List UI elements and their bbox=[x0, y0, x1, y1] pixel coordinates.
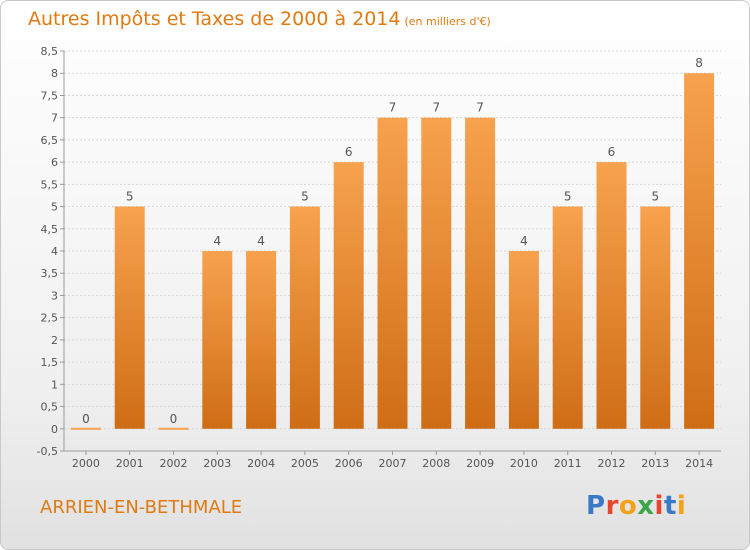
y-tick-label: 5,5 bbox=[41, 178, 59, 191]
data-label: 4 bbox=[520, 234, 528, 248]
y-tick-label: 7 bbox=[51, 112, 58, 125]
logo-letter: i bbox=[676, 491, 687, 521]
x-tick-label: 2001 bbox=[116, 457, 144, 470]
data-label: 5 bbox=[126, 190, 134, 204]
y-tick-label: 1,5 bbox=[41, 356, 59, 369]
x-tick-label: 2004 bbox=[247, 457, 275, 470]
x-tick-label: 2003 bbox=[203, 457, 231, 470]
x-tick-label: 2006 bbox=[335, 457, 363, 470]
bar bbox=[508, 251, 539, 429]
bar bbox=[114, 206, 145, 429]
logo-letter: i bbox=[654, 491, 664, 521]
x-tick-label: 2011 bbox=[554, 457, 582, 470]
data-label: 6 bbox=[608, 145, 616, 159]
chart-title: Autres Impôts et Taxes de 2000 à 2014 (en… bbox=[28, 8, 491, 30]
y-tick-label: 8 bbox=[51, 67, 58, 80]
y-tick-label: -0,5 bbox=[37, 445, 58, 458]
bar bbox=[552, 206, 583, 429]
x-tick-label: 2009 bbox=[466, 457, 494, 470]
y-tick-label: 6,5 bbox=[41, 134, 59, 147]
y-tick-label: 4,5 bbox=[41, 223, 59, 236]
bar bbox=[202, 251, 233, 429]
proxiti-logo: Proxiti bbox=[586, 491, 686, 521]
bar bbox=[246, 251, 277, 429]
y-tick-label: 8,5 bbox=[41, 45, 59, 58]
data-label: 7 bbox=[389, 101, 397, 115]
y-tick-label: 7,5 bbox=[41, 89, 59, 102]
y-tick-label: 4 bbox=[51, 245, 58, 258]
logo-letter: o bbox=[618, 491, 638, 521]
bar bbox=[70, 427, 101, 430]
bar bbox=[333, 162, 364, 429]
bar bbox=[465, 117, 496, 429]
data-label: 7 bbox=[476, 101, 484, 115]
data-label: 5 bbox=[564, 190, 572, 204]
x-tick-label: 2014 bbox=[685, 457, 713, 470]
y-tick-label: 3,5 bbox=[41, 267, 59, 280]
data-label: 4 bbox=[213, 234, 221, 248]
data-label: 8 bbox=[695, 56, 703, 70]
y-tick-label: 0,5 bbox=[41, 401, 59, 414]
bar bbox=[684, 73, 715, 429]
title-text: Autres Impôts et Taxes de 2000 à 2014 bbox=[28, 8, 401, 30]
bar bbox=[596, 162, 627, 429]
data-label: 5 bbox=[651, 190, 659, 204]
data-label: 4 bbox=[257, 234, 265, 248]
commune-name: ARRIEN-EN-BETHMALE bbox=[40, 497, 243, 518]
bar bbox=[289, 206, 320, 429]
bar bbox=[377, 117, 408, 429]
bar bbox=[421, 117, 452, 429]
data-label: 5 bbox=[301, 190, 309, 204]
y-tick-label: 5 bbox=[51, 201, 58, 214]
x-tick-label: 2007 bbox=[379, 457, 407, 470]
logo-letter: x bbox=[637, 491, 655, 521]
x-tick-label: 2002 bbox=[160, 457, 188, 470]
y-tick-label: 3 bbox=[51, 289, 58, 302]
data-label: 0 bbox=[82, 412, 90, 426]
logo-letter: t bbox=[663, 491, 677, 521]
logo-letter: P bbox=[586, 491, 606, 521]
y-tick-label: 0 bbox=[51, 423, 58, 436]
data-label: 0 bbox=[170, 412, 178, 426]
logo-letter: r bbox=[605, 491, 619, 521]
bar bbox=[158, 427, 189, 430]
y-tick-label: 2,5 bbox=[41, 312, 59, 325]
y-tick-label: 1 bbox=[51, 378, 58, 391]
x-tick-label: 2013 bbox=[641, 457, 669, 470]
subtitle-text: (en milliers d'€) bbox=[404, 15, 491, 28]
y-tick-label: 6 bbox=[51, 156, 58, 169]
x-tick-label: 2000 bbox=[72, 457, 100, 470]
data-label: 7 bbox=[432, 101, 440, 115]
bar bbox=[640, 206, 671, 429]
data-label: 6 bbox=[345, 145, 353, 159]
x-tick-label: 2010 bbox=[510, 457, 538, 470]
y-tick-label: 2 bbox=[51, 334, 58, 347]
x-tick-label: 2012 bbox=[598, 457, 626, 470]
x-tick-label: 2005 bbox=[291, 457, 319, 470]
x-tick-label: 2008 bbox=[422, 457, 450, 470]
